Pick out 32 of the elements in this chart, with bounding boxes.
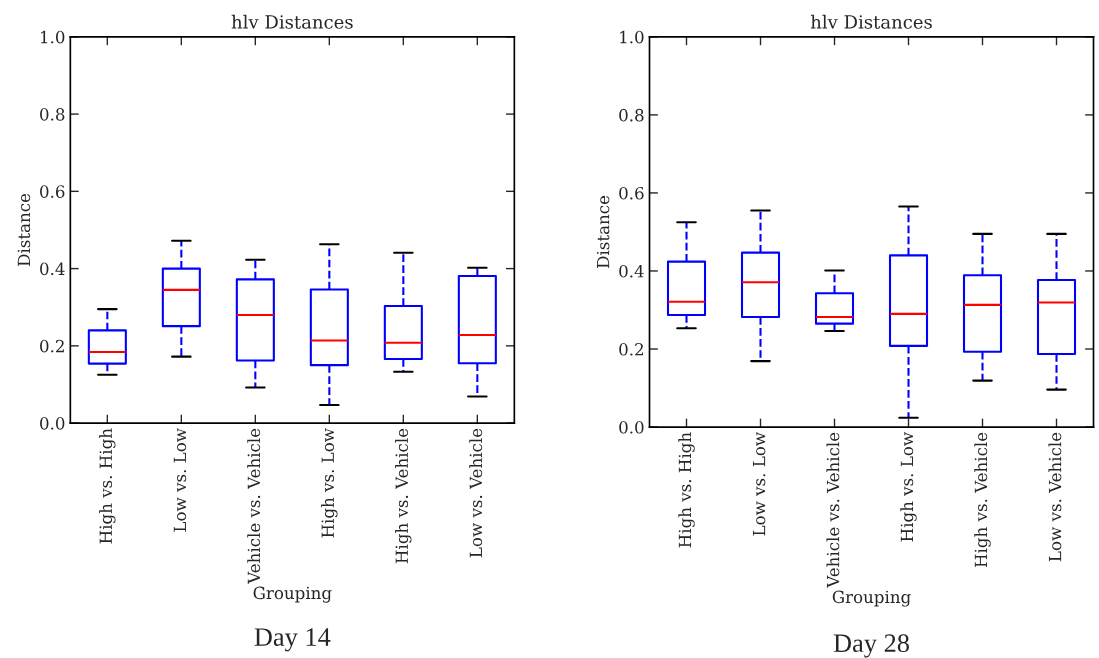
x-tick-label: High vs. High [99, 428, 116, 544]
x-tick-label: Vehicle vs. Vehicle [247, 428, 261, 584]
text: Day 14 [254, 628, 331, 652]
y-tick-label: 0.0 [40, 417, 65, 430]
y-axis-title: Distance [596, 195, 610, 268]
y-axis-title: Distance [17, 193, 31, 266]
x-tick-label: High vs. Vehicle [395, 428, 412, 564]
x-tick-label: Low vs. Low [173, 428, 187, 532]
x-tick-label: High vs. Vehicle [974, 432, 991, 568]
y-tick-label: 0.6 [619, 186, 644, 200]
x-axis-title: Grouping [253, 586, 332, 603]
y-tick-label: 1.0 [41, 30, 65, 44]
chart-title: hlv Distances [231, 14, 353, 29]
y-tick-label: 0.8 [619, 108, 644, 122]
x-tick-label: Low vs. Vehicle [469, 428, 483, 558]
x-tick-label: Low vs. Low [752, 432, 766, 536]
x-axis-title: Grouping [832, 590, 911, 607]
y-tick-label: 0.6 [40, 185, 65, 198]
y-tick-label: 0.4 [619, 264, 644, 278]
x-tick-label: Low vs. Vehicle [1048, 432, 1062, 562]
text: Day 28 [833, 634, 909, 658]
y-tick-label: 1.0 [620, 30, 644, 44]
x-tick-label: Vehicle vs. Vehicle [826, 432, 840, 588]
chart-title: hlv Distances [810, 14, 932, 29]
y-tick-label: 0.2 [40, 339, 64, 353]
x-tick-label: High vs. Low [321, 428, 338, 538]
y-tick-label: 0.8 [40, 108, 65, 121]
y-tick-label: 0.0 [619, 421, 644, 434]
x-tick-label: High vs. High [678, 432, 695, 548]
y-tick-label: 0.2 [619, 342, 644, 356]
x-tick-label: High vs. Low [900, 432, 917, 542]
y-tick-label: 0.4 [40, 262, 65, 276]
